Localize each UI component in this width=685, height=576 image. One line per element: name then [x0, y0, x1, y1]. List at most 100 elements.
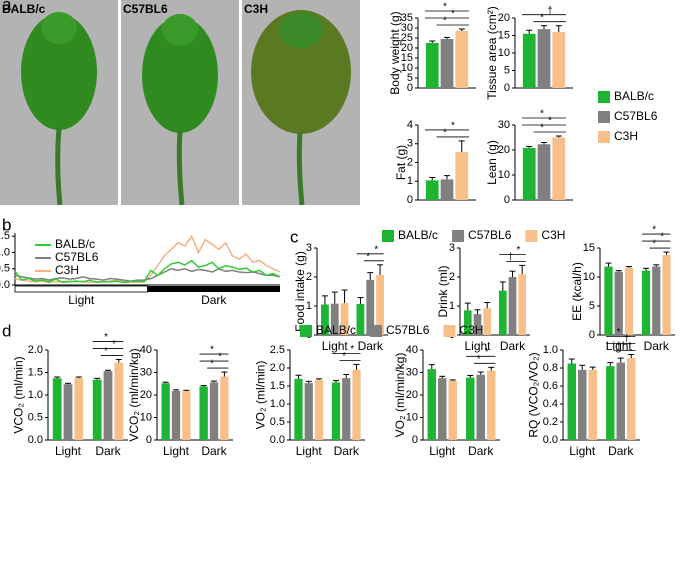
- bar: [440, 179, 454, 200]
- bar: [473, 314, 482, 335]
- bar: [427, 369, 437, 440]
- bar: [314, 379, 324, 440]
- x-tick-label: Dark: [201, 444, 227, 458]
- x-tick-label: Dark: [334, 444, 360, 458]
- y-tick-label: 1.5: [270, 380, 285, 392]
- y-tick-label: 10: [583, 271, 595, 283]
- y-tick-label: 1.0: [28, 389, 43, 401]
- significance-mark: *: [210, 345, 214, 356]
- x-tick-label: Dark: [358, 339, 384, 353]
- y-tick-label: 25: [401, 32, 413, 44]
- y-tick-label: 15: [583, 242, 595, 254]
- bar: [171, 390, 181, 440]
- significance-mark: †: [547, 5, 553, 16]
- significance-mark: *: [540, 123, 544, 134]
- y-axis-label: EE (kcal/h): [570, 262, 584, 321]
- significance-mark: †: [616, 341, 622, 352]
- y-tick-label: 2: [306, 271, 312, 283]
- legend-label: BALB/c: [316, 323, 356, 337]
- legend-label: BALB/c: [55, 237, 95, 251]
- bar: [567, 363, 577, 440]
- legend-label: C57BL6: [386, 323, 430, 337]
- significance-mark: *: [617, 327, 621, 338]
- significance-mark: †: [624, 334, 630, 345]
- bar: [498, 290, 507, 335]
- bar: [52, 378, 62, 440]
- significance-mark: †: [508, 252, 514, 263]
- bar: [356, 303, 365, 335]
- significance-mark: *: [218, 352, 222, 363]
- y-tick-label: 0.0: [270, 434, 285, 446]
- y-tick-label: 0.5: [0, 263, 10, 275]
- y-tick-label: 0.2: [543, 416, 558, 428]
- significance-mark: *: [548, 116, 552, 127]
- y-axis-label: VCO₂ (ml/min): [12, 356, 26, 433]
- y-tick-label: 3: [449, 242, 455, 254]
- y-axis-label: VO₂ (ml/min/kg): [393, 353, 407, 438]
- significance-mark: *: [652, 225, 656, 236]
- bar: [552, 137, 566, 200]
- y-tick-label: 1.0: [0, 246, 10, 258]
- x-tick-label: Dark: [644, 339, 670, 353]
- y-tick-label: 5: [407, 72, 413, 84]
- y-axis-label: Lean (g): [485, 140, 499, 185]
- bar: [552, 32, 566, 88]
- legend-swatch: [370, 325, 383, 337]
- panel-label: b: [2, 215, 11, 234]
- y-tick-label: 2: [407, 156, 413, 168]
- y-tick-label: 0.0: [28, 434, 43, 446]
- y-tick-label: 1.0: [270, 398, 285, 410]
- panel-label: a: [2, 0, 12, 14]
- bar: [376, 274, 384, 335]
- legend-swatch: [382, 230, 394, 242]
- bar: [209, 382, 219, 440]
- y-tick-label: 20: [140, 389, 152, 401]
- y-tick-label: 10: [498, 169, 510, 181]
- legend-label: BALB/c: [614, 89, 654, 103]
- significance-mark: *: [443, 2, 447, 13]
- legend-label: C57BL6: [468, 228, 512, 242]
- bar: [340, 303, 349, 335]
- image-label: C3H: [244, 2, 268, 16]
- legend-label: C3H: [55, 263, 79, 277]
- y-tick-label: 20: [498, 144, 510, 156]
- y-tick-label: 0.8: [543, 362, 558, 374]
- y-tick-label: 0.6: [543, 380, 558, 392]
- legend-swatch: [452, 230, 465, 242]
- y-tick-label: 1.5: [0, 230, 10, 242]
- significance-mark: *: [540, 12, 544, 23]
- y-tick-label: 40: [406, 344, 418, 356]
- legend-label: C3H: [614, 129, 638, 143]
- significance-mark: *: [112, 339, 116, 350]
- activity-line: [14, 267, 281, 282]
- bar: [92, 379, 102, 440]
- bar: [614, 271, 623, 335]
- y-tick-label: 30: [406, 366, 418, 378]
- panel-label: d: [2, 321, 11, 340]
- bar: [466, 377, 475, 440]
- bar: [522, 33, 536, 88]
- y-axis-label: Tissue area (cm²): [485, 6, 499, 100]
- mouse-images: BALB/c C57BL6 C3H: [0, 0, 360, 206]
- significance-mark: *: [104, 332, 108, 343]
- bar: [508, 277, 517, 335]
- y-tick-label: 30: [498, 119, 510, 131]
- legend-swatch: [525, 230, 538, 242]
- bar: [74, 377, 84, 440]
- y-tick-label: 0: [412, 434, 418, 446]
- bar: [331, 382, 341, 440]
- y-tick-label: 0: [504, 82, 510, 94]
- bar: [294, 378, 303, 440]
- bar: [652, 266, 661, 335]
- y-tick-label: 10: [140, 411, 152, 423]
- x-tick-label: Dark: [500, 339, 526, 353]
- bar: [455, 31, 469, 88]
- image-label: BALB/c: [2, 2, 46, 16]
- phase-bar-dark: [147, 286, 280, 292]
- bar: [522, 148, 536, 200]
- panel-label: c: [290, 227, 299, 246]
- y-tick-label: 0: [504, 194, 510, 206]
- significance-mark: *: [366, 251, 370, 262]
- x-tick-label: Light: [606, 339, 633, 353]
